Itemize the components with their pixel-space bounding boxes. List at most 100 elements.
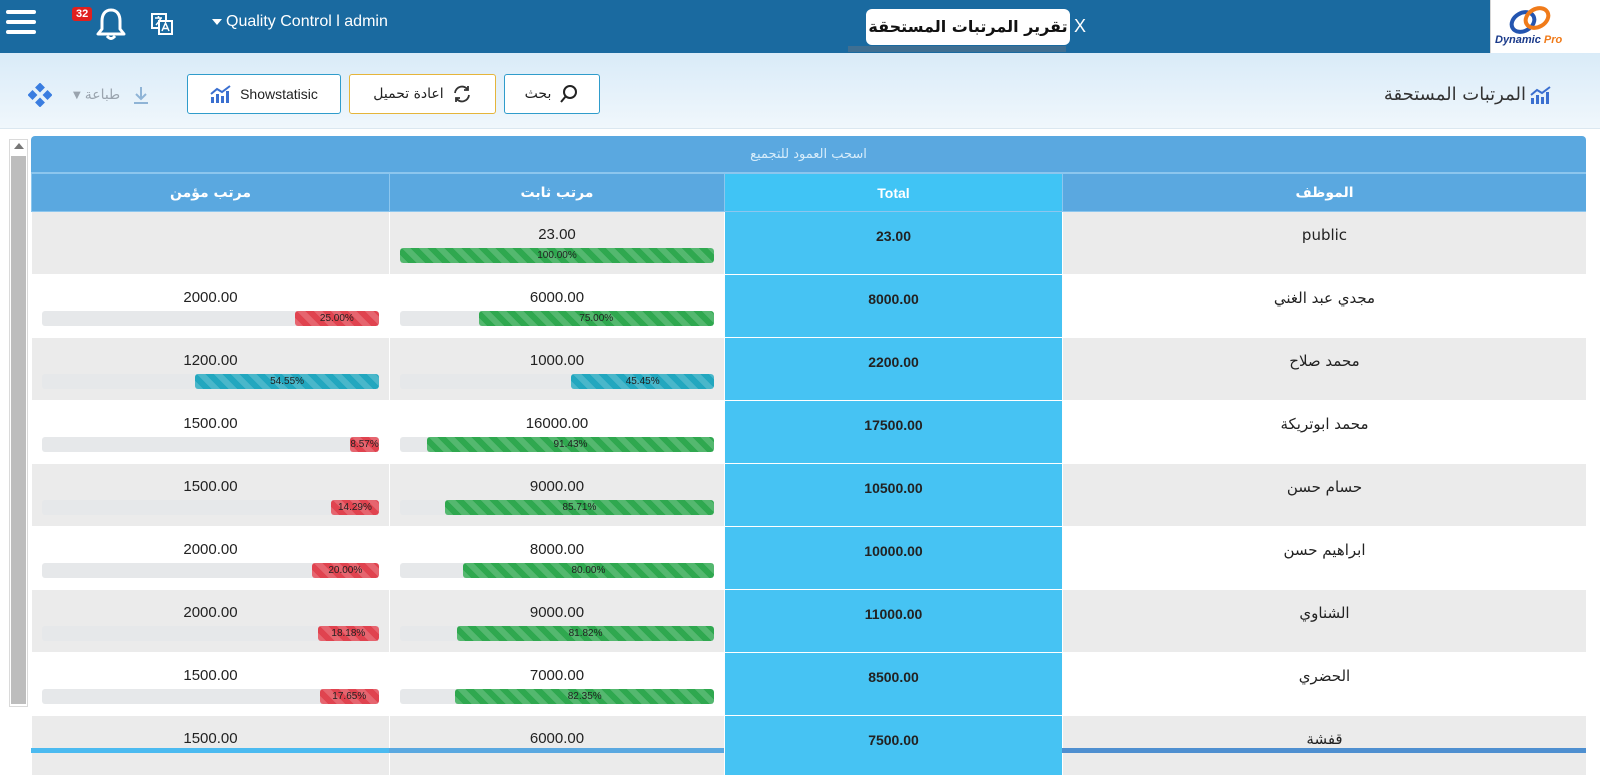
top-bar: 32 Quality Control l admin تقرير المرتبا… (0, 0, 1600, 53)
insured-salary-progress-fill: 20.00% (311, 563, 379, 578)
insured-salary-value: 1500.00 (183, 415, 238, 432)
print-button[interactable]: ▼ طباعة (73, 85, 150, 105)
employee-cell[interactable]: حسام حسن (1062, 463, 1586, 527)
caret-down-icon (212, 18, 222, 25)
fixed-salary-cell[interactable]: 9000.00 85.71% (389, 463, 725, 527)
table-row[interactable]: 1500.00 8.57% 16000.00 91.43% 17500.00 محمد ا… (31, 400, 1586, 464)
total-cell[interactable]: 23.00 (724, 211, 1063, 275)
insured-salary-progress-fill: 14.29% (330, 500, 379, 515)
download-icon (134, 87, 149, 104)
fixed-salary-cell[interactable]: 1000.00 45.45% (389, 337, 725, 401)
tab-salary-report[interactable]: تقرير المرتبات المستحقة (866, 9, 1070, 45)
fixed-salary-cell[interactable]: 7000.00 82.35% (389, 652, 725, 716)
fixed-salary-value: 7000.00 (529, 667, 585, 684)
insured-salary-cell[interactable]: 2000.00 18.18% (31, 589, 390, 653)
insured-salary-cell[interactable]: 1500.00 17.65% (31, 652, 390, 716)
fixed-salary-value: 9000.00 (529, 604, 585, 621)
fixed-salary-cell[interactable]: 9000.00 81.82% (389, 589, 725, 653)
page-title-text: المرتبات المستحقة (1383, 84, 1526, 105)
insured-salary-progress-bar: 18.18% (42, 626, 379, 641)
fixed-salary-progress-bar: 75.00% (400, 311, 714, 326)
column-header-employee[interactable]: الموظف (1062, 173, 1586, 212)
total-cell[interactable]: 8000.00 (724, 274, 1063, 338)
fixed-salary-value: 8000.00 (529, 541, 585, 558)
show-statistics-label: Showstatisic (240, 86, 318, 102)
fixed-salary-progress-bar: 100.00% (400, 248, 714, 263)
employee-cell[interactable]: ابراهيم حسن (1062, 526, 1586, 590)
options-icon[interactable] (28, 83, 52, 107)
column-header-fixed[interactable]: مرتب ثابت (389, 173, 725, 212)
tab-close-button[interactable]: X (1074, 16, 1087, 36)
insured-salary-progress-bar: 8.57% (42, 437, 379, 452)
total-cell[interactable]: 2200.00 (724, 337, 1063, 401)
insured-salary-progress-fill: 8.57% (350, 437, 379, 452)
bell-icon[interactable] (94, 6, 128, 42)
fixed-salary-progress-fill: 100.00% (400, 248, 714, 263)
employee-cell[interactable]: مجدي عبد الغني (1062, 274, 1586, 338)
table-row[interactable]: 23.00 100.00% 23.00 public (31, 211, 1586, 275)
scroll-thumb[interactable] (11, 156, 26, 704)
fixed-salary-cell[interactable]: 8000.00 80.00% (389, 526, 725, 590)
insured-salary-progress-bar: 25.00% (42, 311, 379, 326)
insured-salary-value: 1200.00 (183, 352, 238, 369)
company-logo: Dynamic Pro (1490, 0, 1600, 53)
table-row[interactable]: 1500.00 17.65% 7000.00 82.35% 8500.00 الحضري (31, 652, 1586, 716)
employee-cell[interactable]: public (1062, 211, 1586, 275)
column-header-total[interactable]: Total (724, 173, 1063, 212)
toolbar: ▼ طباعة Showstatisic اعادة تحميل بحث الم… (0, 53, 1600, 129)
table-row[interactable]: 2000.00 25.00% 6000.00 75.00% 8000.00 مجدي عب… (31, 274, 1586, 338)
scroll-up-icon[interactable] (14, 143, 24, 149)
insured-salary-cell[interactable]: 2000.00 25.00% (31, 274, 390, 338)
insured-salary-progress-bar: 54.55% (42, 374, 379, 389)
table-row[interactable]: 2000.00 20.00% 8000.00 80.00% 10000.00 ابراهي… (31, 526, 1586, 590)
table-body: 23.00 100.00% 23.00 public 2000.00 25.00% 6000… (31, 211, 1586, 775)
fixed-salary-progress-bar: 80.00% (400, 563, 714, 578)
vertical-scrollbar[interactable] (9, 139, 28, 707)
insured-salary-value: 2000.00 (183, 289, 238, 306)
insured-salary-cell[interactable]: 2000.00 20.00% (31, 526, 390, 590)
fixed-salary-value: 6000.00 (529, 730, 585, 747)
total-cell[interactable]: 17500.00 (724, 400, 1063, 464)
show-statistics-button[interactable]: Showstatisic (187, 74, 341, 114)
insured-salary-progress-fill: 54.55% (195, 374, 379, 389)
fixed-salary-cell[interactable]: 16000.00 91.43% (389, 400, 725, 464)
total-cell[interactable]: 7500.00 (724, 715, 1063, 775)
fixed-salary-cell[interactable]: 6000.00 75.00% (389, 274, 725, 338)
refresh-icon (453, 85, 470, 103)
table-row[interactable]: 1500.00 6000.00 7500.00 قفشة (31, 715, 1586, 775)
fixed-salary-value: 9000.00 (529, 478, 585, 495)
total-cell[interactable]: 10000.00 (724, 526, 1063, 590)
grid-footer-strip (31, 748, 1586, 753)
translate-icon[interactable] (150, 12, 174, 36)
menu-icon[interactable] (6, 10, 36, 40)
page-title: المرتبات المستحقة (1384, 84, 1552, 105)
employee-cell[interactable]: محمد صلاح (1062, 337, 1586, 401)
employee-cell[interactable]: قفشة (1062, 715, 1586, 775)
employee-cell[interactable]: الشناوي (1062, 589, 1586, 653)
insured-salary-cell[interactable]: 1500.00 (31, 715, 390, 775)
fixed-salary-cell[interactable]: 23.00 100.00% (389, 211, 725, 275)
table-row[interactable]: 2000.00 18.18% 9000.00 81.82% 11000.00 الشناو… (31, 589, 1586, 653)
fixed-salary-value: 1000.00 (529, 352, 585, 369)
column-header-insured[interactable]: مرتب مؤمن (31, 173, 390, 212)
total-cell[interactable]: 11000.00 (724, 589, 1063, 653)
fixed-salary-progress-fill: 81.82% (457, 626, 714, 641)
total-cell[interactable]: 10500.00 (724, 463, 1063, 527)
insured-salary-value (32, 212, 389, 226)
fixed-salary-progress-fill: 75.00% (478, 311, 714, 326)
total-cell[interactable]: 8500.00 (724, 652, 1063, 716)
search-button[interactable]: بحث (504, 74, 600, 114)
insured-salary-cell[interactable] (31, 211, 390, 275)
insured-salary-cell[interactable]: 1200.00 54.55% (31, 337, 390, 401)
reload-button[interactable]: اعادة تحميل (349, 74, 496, 114)
user-menu-label: Quality Control l admin (226, 13, 388, 30)
table-row[interactable]: 1200.00 54.55% 1000.00 45.45% 2200.00 محمد صل… (31, 337, 1586, 401)
table-row[interactable]: 1500.00 14.29% 9000.00 85.71% 10500.00 حسام ح… (31, 463, 1586, 527)
employee-cell[interactable]: محمد ابوتريكة (1062, 400, 1586, 464)
group-by-panel[interactable]: اسحب العمود للتجميع (31, 136, 1586, 173)
employee-cell[interactable]: الحضري (1062, 652, 1586, 716)
insured-salary-cell[interactable]: 1500.00 14.29% (31, 463, 390, 527)
user-menu[interactable]: Quality Control l admin (212, 13, 388, 31)
fixed-salary-cell[interactable]: 6000.00 (389, 715, 725, 775)
insured-salary-cell[interactable]: 1500.00 8.57% (31, 400, 390, 464)
